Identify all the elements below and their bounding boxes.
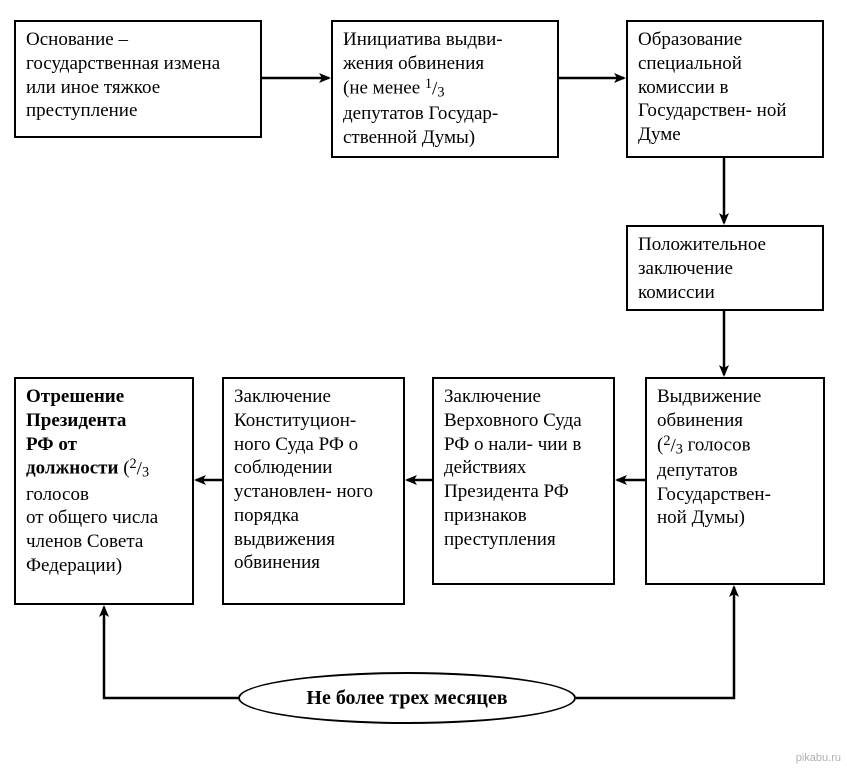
- edge-oval-n8: [104, 607, 238, 698]
- timelimit-label: Не более трех месяцев: [306, 687, 507, 710]
- node-commission-formation: Образование специальной комиссии в Госуд…: [626, 20, 824, 158]
- node-positive-conclusion: Положительное заключение комиссии: [626, 225, 824, 311]
- node-accusation: Выдвижениеобвинения(2/3 голосовдепутатов…: [645, 377, 825, 585]
- node-initiative: Инициатива выдви-жения обвинения(не мене…: [331, 20, 559, 158]
- node-removal: ОтрешениеПрезидентаРФ отдолжности (2/3го…: [14, 377, 194, 605]
- node-constitutional-court: Заключение Конституцион- ного Суда РФ о …: [222, 377, 405, 605]
- node-basis: Основание – государственная измена или и…: [14, 20, 262, 138]
- edge-oval-n5: [576, 587, 734, 698]
- watermark: pikabu.ru: [796, 752, 841, 764]
- node-supreme-court: Заключение Верховного Суда РФ о нали- чи…: [432, 377, 615, 585]
- node-timelimit: Не более трех месяцев: [238, 672, 576, 724]
